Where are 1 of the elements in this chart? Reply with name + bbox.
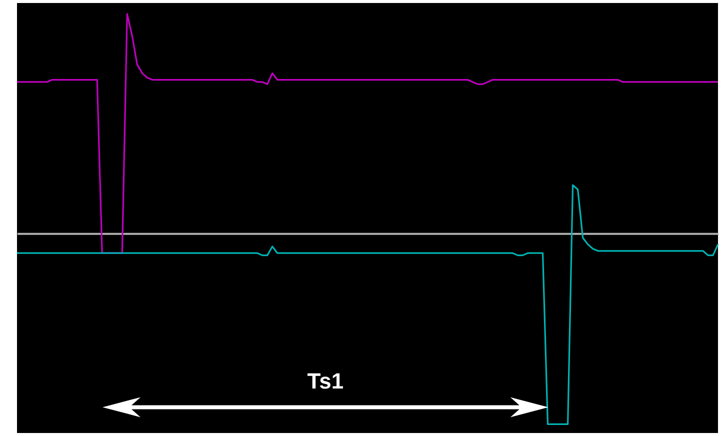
annotation: Ts1 [307, 368, 344, 394]
